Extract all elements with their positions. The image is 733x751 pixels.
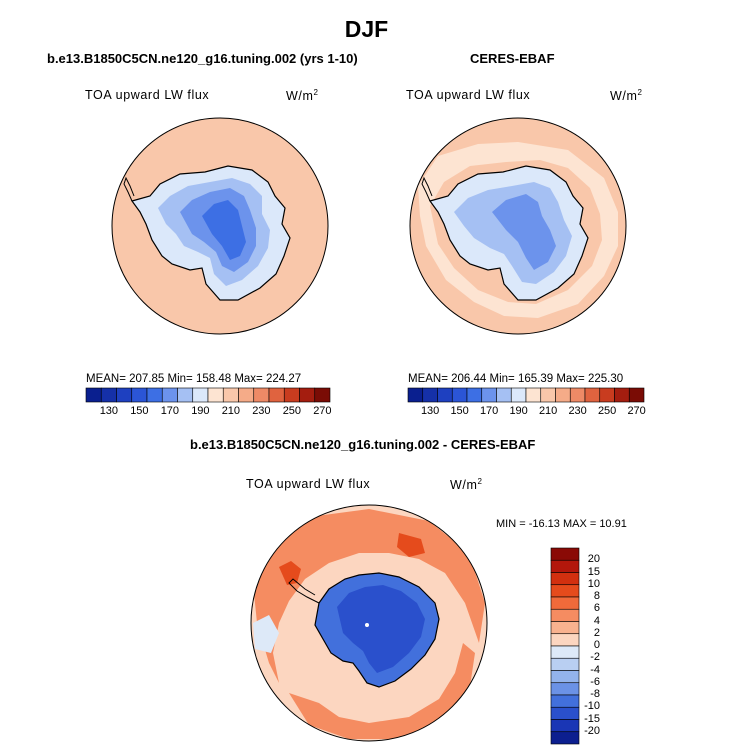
panel-1-colorbar <box>85 387 331 403</box>
panel-3-peninsula <box>288 578 320 604</box>
panel-2-map <box>409 117 627 335</box>
panel-2-peninsula <box>421 176 433 202</box>
panel-1-title: b.e13.B1850C5CN.ne120_g16.tuning.002 (yr… <box>47 51 358 66</box>
panel-1-stats: MEAN= 207.85 Min= 158.48 Max= 224.27 <box>86 373 302 385</box>
colorbar-box <box>268 387 285 403</box>
colorbar-tick-label: -20 <box>584 724 600 737</box>
colorbar-box <box>407 387 424 403</box>
panel-1-variable-label: TOA upward LW flux <box>85 88 210 102</box>
colorbar-tick-label: 210 <box>538 405 558 417</box>
colorbar-box <box>85 387 102 403</box>
panel-3-ocean-positive-south <box>289 643 475 739</box>
colorbar-box <box>192 387 209 403</box>
colorbar-tick-label: 270 <box>313 405 332 417</box>
colorbar-tick-label: 230 <box>568 405 587 417</box>
panel-3-units-label: W/m2 <box>450 477 483 493</box>
colorbar-box <box>540 387 556 403</box>
colorbar-box <box>496 387 512 403</box>
colorbar-box <box>161 387 178 403</box>
colorbar-tick-label: 130 <box>420 405 440 417</box>
colorbar-tick-label: 10 <box>587 577 600 590</box>
colorbar-tick-label: 150 <box>130 405 149 417</box>
colorbar-tick-label: 190 <box>509 405 528 417</box>
panel-3-ocean-red-spot <box>279 561 301 585</box>
colorbar-tick-label: 2 <box>593 626 600 639</box>
panel-2-variable-label: TOA upward LW flux <box>406 88 531 102</box>
colorbar-box <box>451 387 468 403</box>
colorbar-box <box>207 387 224 403</box>
panel-3-map <box>250 504 488 742</box>
colorbar-box <box>177 387 194 403</box>
panel-3-variable-label: TOA upward LW flux <box>246 477 371 491</box>
panel-1-coastline <box>131 165 291 301</box>
panel-1-peninsula <box>123 176 135 202</box>
colorbar-tick-label: 250 <box>282 405 302 417</box>
panel-2-ice-blue <box>492 194 556 270</box>
colorbar-box <box>100 387 117 403</box>
colorbar-tick-label: 8 <box>593 590 600 602</box>
colorbar-tick-label: 250 <box>597 405 617 417</box>
colorbar-tick-label: 170 <box>160 405 180 417</box>
colorbar-tick-label: 210 <box>221 405 241 417</box>
colorbar-tick-label: -2 <box>590 651 600 664</box>
panel-3-ice-core <box>337 585 425 673</box>
colorbar-tick-label: 4 <box>593 614 600 627</box>
colorbar-tick-label: -15 <box>584 712 600 725</box>
colorbar-tick-label: 130 <box>99 405 119 417</box>
colorbar-tick-label: -6 <box>590 675 600 688</box>
colorbar-box <box>466 387 483 403</box>
colorbar-box <box>422 387 438 403</box>
colorbar-box <box>253 387 270 403</box>
panel-3-title: b.e13.B1850C5CN.ne120_g16.tuning.002 - C… <box>190 437 536 452</box>
panel-1-units-label: W/m2 <box>286 88 319 104</box>
panel-1-map <box>111 117 329 335</box>
colorbar-tick-label: -10 <box>584 700 600 713</box>
colorbar-box <box>584 387 601 403</box>
panel-2-coastline <box>429 165 589 301</box>
colorbar-tick-label: 190 <box>191 405 210 417</box>
colorbar-box <box>555 387 571 403</box>
colorbar-box <box>628 387 645 403</box>
panel-3-ocean-positive <box>253 509 485 683</box>
colorbar-box <box>599 387 615 403</box>
colorbar-box <box>283 387 300 403</box>
panel-3-coastline <box>314 572 440 688</box>
colorbar-box <box>146 387 163 403</box>
panel-3-neg-west <box>253 615 279 653</box>
colorbar-box <box>116 387 133 403</box>
panel-2-units-label: W/m2 <box>610 88 643 104</box>
figure-title: DJF <box>344 16 389 42</box>
panel-1-ice-deep <box>202 200 246 260</box>
panel-3-minmax: MIN = -16.13 MAX = 10.91 <box>496 518 627 530</box>
panel-2-title: CERES-EBAF <box>470 51 555 66</box>
colorbar-tick-label: 20 <box>587 553 600 566</box>
colorbar-box <box>238 387 255 403</box>
colorbar-box <box>481 387 497 403</box>
colorbar-box <box>510 387 527 403</box>
colorbar-box <box>437 387 453 403</box>
panel-3-pole-marker <box>365 623 369 627</box>
colorbar-box <box>222 387 239 403</box>
colorbar-tick-label: -8 <box>590 688 600 700</box>
colorbar-tick-label: 170 <box>479 405 499 417</box>
colorbar-box <box>314 387 331 403</box>
panel-2-stats: MEAN= 206.44 Min= 165.39 Max= 225.30 <box>408 373 624 385</box>
colorbar-tick-label: 230 <box>252 405 271 417</box>
colorbar-tick-label: 270 <box>627 405 646 417</box>
colorbar-box <box>525 387 542 403</box>
panel-3-ocean-red-east <box>397 533 425 557</box>
colorbar-box <box>550 731 580 745</box>
colorbar-tick-label: 6 <box>593 602 600 615</box>
panel-3-colorbar <box>550 547 580 745</box>
colorbar-box <box>131 387 148 403</box>
panel-2-colorbar <box>407 387 645 403</box>
colorbar-tick-label: 0 <box>593 639 600 651</box>
colorbar-tick-label: -4 <box>590 663 600 676</box>
colorbar-box <box>299 387 316 403</box>
colorbar-box <box>614 387 630 403</box>
colorbar-box <box>569 387 586 403</box>
colorbar-tick-label: 150 <box>450 405 469 417</box>
colorbar-tick-label: 15 <box>587 565 600 578</box>
